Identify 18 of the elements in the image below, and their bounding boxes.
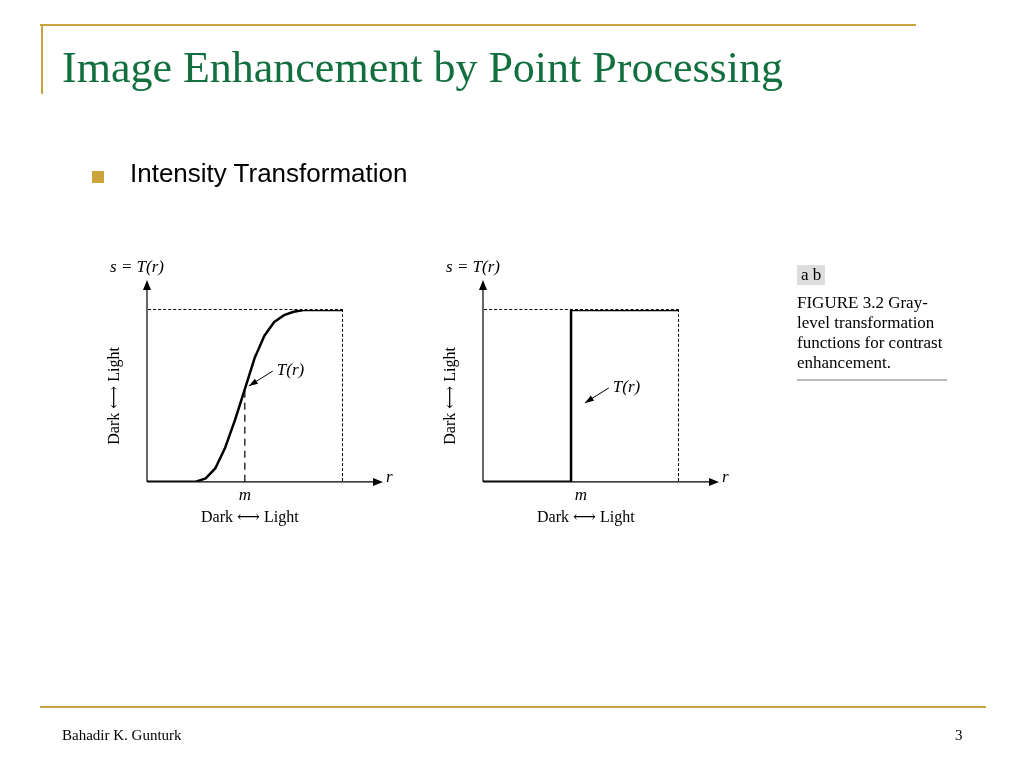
text: a b [797,265,826,285]
caption: FIGURE 3.2 Gray-level transformation functions for contrast enhancement. [797,293,944,373]
text: 3 [955,727,963,744]
text: m [238,485,251,505]
text: Dark ⟷ Light [201,508,300,526]
text: Dark ⟷ Light [105,346,124,445]
text: Dark ⟷ Light [537,508,636,526]
annotation: T(r) [276,360,305,380]
x-axis-title: r [722,467,729,487]
x-axis-title: r [386,467,393,487]
text: m [574,485,587,505]
y-axis-title: s = T(r) [446,257,501,277]
annotation: T(r) [612,377,641,397]
text: Bahadir K. Gunturk [62,727,182,744]
y-axis-title: s = T(r) [110,257,165,277]
text: Dark ⟷ Light [441,346,460,445]
chart-subtitle: Intensity Transformation [130,158,408,189]
chart-title: Image Enhancement by Point Processing [62,42,783,93]
